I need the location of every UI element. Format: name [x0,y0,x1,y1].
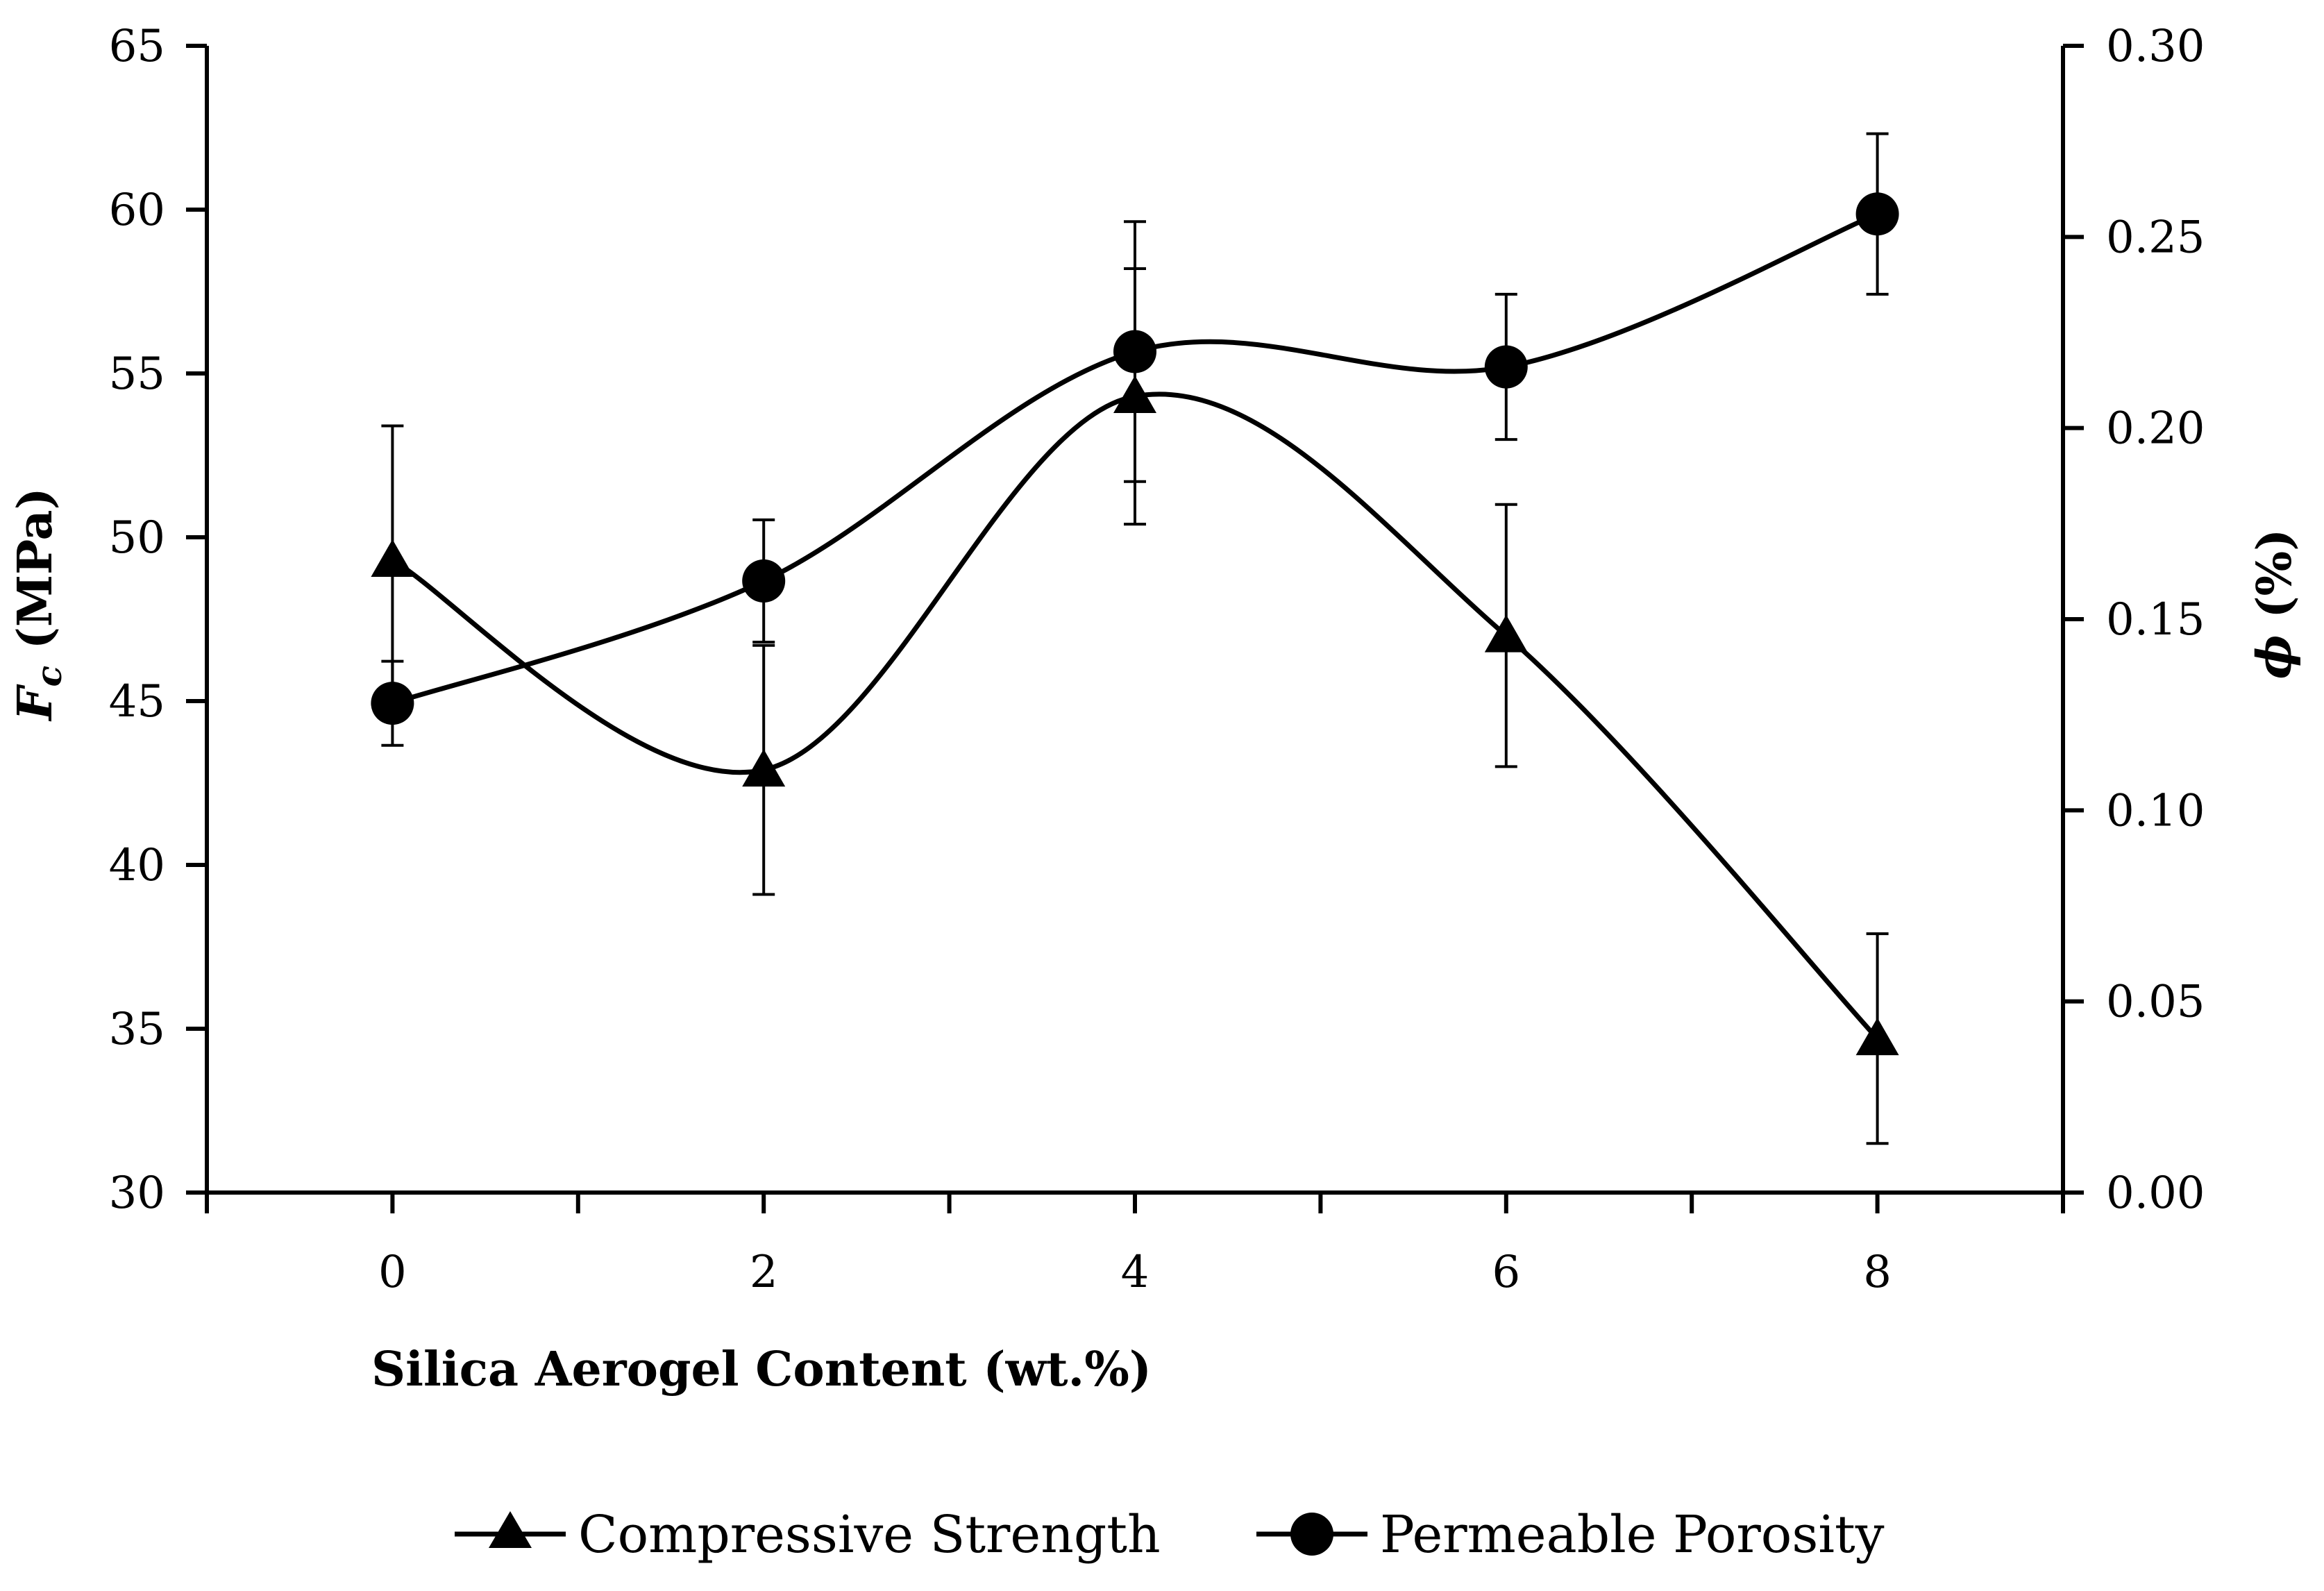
y2-tick-label: 0.30 [2106,21,2205,72]
y-tick-label: 45 [109,676,165,727]
y-tick-label: 30 [109,1168,165,1219]
y2-axis-title-symbol: ϕ [2247,634,2302,679]
y-tick-label: 65 [109,21,165,72]
x-tick-label: 6 [1492,1247,1520,1298]
data-point-compressive-strength [1484,614,1528,653]
data-point-compressive-strength [742,749,786,787]
y2-tick-label: 0.05 [2106,977,2205,1028]
tick-labels: 30354045505560650.000.050.100.150.200.25… [109,21,2205,1298]
y-axis-title-rest: (MPa) [8,487,63,666]
x-tick-label: 4 [1121,1247,1150,1298]
data-point-permeable-porosity [371,682,414,725]
axes [186,44,2084,1213]
y-axis-title-main: F [8,684,63,722]
legend-label-permeable-porosity: Permeable Porosity [1380,1505,1885,1565]
y-tick-label: 60 [109,185,165,236]
legend-triangle-marker [489,1511,532,1548]
data-point-compressive-strength [371,539,414,578]
y-tick-label: 50 [109,512,165,564]
x-tick-label: 0 [378,1247,407,1298]
data-point-permeable-porosity [1113,330,1156,373]
legend-circle-marker [1290,1513,1333,1556]
data-point-compressive-strength [1855,1018,1899,1056]
y-axis-title: Fc (MPa) [8,487,69,721]
y2-axis-title: ϕ (%) [2247,529,2302,680]
x-tick-label: 2 [750,1247,778,1298]
y2-tick-label: 0.25 [2106,212,2205,263]
x-axis-title: Silica Aerogel Content (wt.%) [371,1342,1152,1397]
y2-tick-label: 0.10 [2106,785,2205,836]
y-tick-label: 55 [109,348,165,400]
data-point-permeable-porosity [1855,192,1899,236]
y-tick-label: 35 [109,1004,165,1055]
legend-label-compressive-strength: Compressive Strength [578,1505,1161,1565]
y2-tick-label: 0.20 [2106,403,2205,455]
y2-tick-label: 0.15 [2106,594,2205,646]
y2-axis-title-rest: (%) [2247,529,2302,635]
data-point-permeable-porosity [1484,345,1528,389]
series-markers [371,192,1899,1056]
y2-tick-label: 0.00 [2106,1168,2205,1219]
y-axis-title-sub: c [28,666,69,687]
legend: Compressive Strength Permeable Porosity [455,1505,1885,1565]
data-point-compressive-strength [1113,376,1156,414]
data-point-permeable-porosity [742,559,786,603]
x-tick-label: 8 [1863,1247,1892,1298]
y-tick-label: 40 [109,840,165,891]
